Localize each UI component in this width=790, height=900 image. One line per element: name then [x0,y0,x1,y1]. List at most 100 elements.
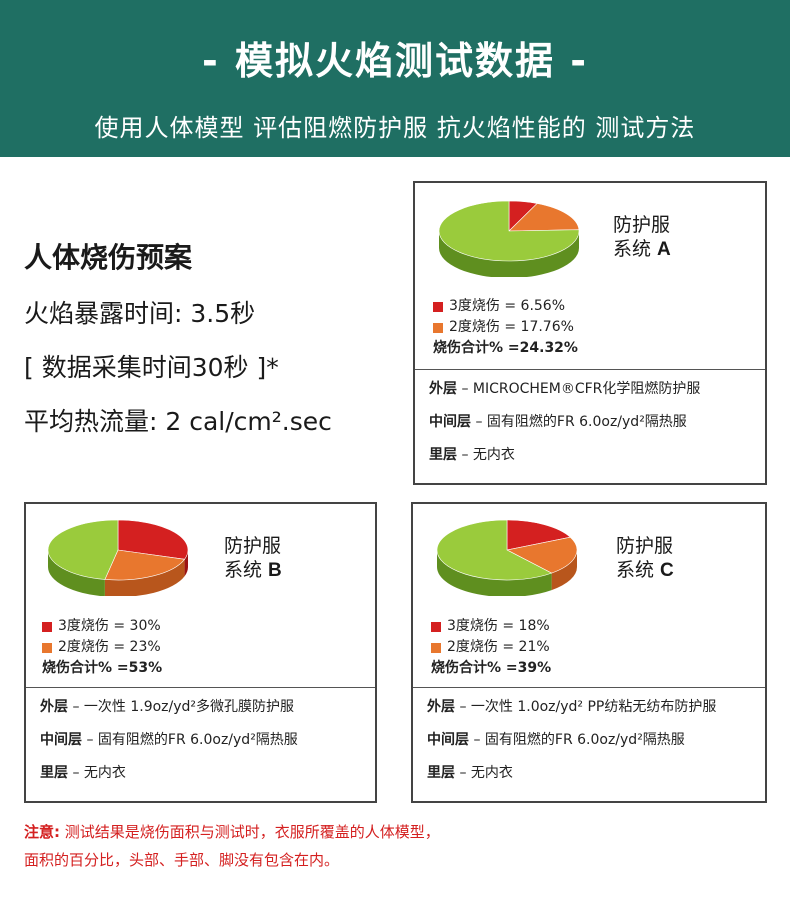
total-label: 烧伤合计% = [433,340,520,356]
layer-desc: – 一次性 1.9oz/yd²多微孔膜防护服 [68,699,295,715]
orange-swatch [431,642,441,653]
layer-name: 中间层 [427,732,469,748]
note-line-1: 测试结果是烧伤面积与测试时，衣服所覆盖的人体模型， [60,823,440,841]
legend-second-degree: 2度烧伤 = 17.76% [433,317,578,338]
total-label: 烧伤合计% = [431,660,518,676]
burn-total: 烧伤合计% = 24.32% [433,338,578,359]
layer-desc: – MICROCHEM®CFR化学阻燃防护服 [457,381,701,397]
page-title: - 模拟火焰测试数据 - [201,39,588,83]
layer-name: 外层 [427,699,455,715]
panel-system-b: 防护服 系统 B 3度烧伤 = 30% 2度烧伤 = 23% 烧伤合计% = 5… [24,502,377,803]
system-title: 防护服 [613,214,671,236]
slice-third-degree-side [184,550,188,577]
legend-third-degree: 3度烧伤 = 6.56% [433,296,578,317]
total-value: 39% [517,660,552,676]
slice-unburned [47,519,119,580]
burn-scenario: 人体烧伤预案 火焰暴露时间: 3.5秒 [ 数据采集时间30秒 ]* 平均热流量… [24,236,332,438]
layer-name: 外层 [40,699,68,715]
system-label: 防护服 系统 C [616,534,674,583]
legend-label: 2度烧伤 = 21% [447,639,550,655]
layer-desc: – 无内衣 [455,765,513,781]
pie-chart-system-c [436,519,578,596]
slice-third-degree [506,519,571,551]
slice-unburned-side [437,550,552,596]
layer-outer: 外层 – 一次性 1.0oz/yd² PP纺粘无纺布防护服 [427,691,716,724]
system-label: 防护服 系统 A [613,213,671,262]
layer-middle: 中间层 – 固有阻燃的FR 6.0oz/yd²隔热服 [40,724,298,757]
legend-third-degree: 3度烧伤 = 18% [431,616,551,637]
slice-second-degree [508,203,580,232]
layer-inner: 里层 – 无内衣 [427,757,716,790]
divider [413,687,765,688]
slice-second-degree [506,536,578,574]
slice-unburned-side [439,231,579,277]
page-subtitle: 使用人体模型 评估阻燃防护服 抗火焰性能的 测试方法 [94,114,696,142]
layer-name: 中间层 [40,732,82,748]
heat-flux: 平均热流量: 2 cal/cm².sec [24,407,332,436]
system-title: 防护服 [616,535,674,557]
legend-third-degree: 3度烧伤 = 30% [42,616,162,637]
slice-second-degree [104,549,186,581]
divider [415,369,765,370]
legend-label: 2度烧伤 = 17.76% [449,319,574,335]
layer-middle: 中间层 – 固有阻燃的FR 6.0oz/yd²隔热服 [429,406,700,439]
divider [26,687,375,688]
layer-name: 中间层 [429,414,471,430]
layer-desc: – 固有阻燃的FR 6.0oz/yd²隔热服 [471,414,687,430]
panel-system-c: 防护服 系统 C 3度烧伤 = 18% 2度烧伤 = 21% 烧伤合计% = 3… [411,502,767,803]
red-swatch [431,621,441,632]
layer-inner: 里层 – 无内衣 [429,439,700,472]
layer-name: 里层 [429,447,457,463]
legend-label: 3度烧伤 = 6.56% [449,298,566,314]
layer-middle: 中间层 – 固有阻燃的FR 6.0oz/yd²隔热服 [427,724,716,757]
slice-second-degree-side [551,550,577,591]
layer-desc: – 固有阻燃的FR 6.0oz/yd²隔热服 [469,732,685,748]
system-prefix: 系统 [616,559,661,581]
burn-total: 烧伤合计% = 39% [431,658,551,679]
slice-unburned-side [48,550,105,596]
slice-unburned [438,200,580,262]
layer-outer: 外层 – 一次性 1.9oz/yd²多微孔膜防护服 [40,691,298,724]
system-letter: C [660,560,674,581]
slice-unburned [436,519,553,581]
legend-label: 3度烧伤 = 18% [447,618,550,634]
legend-label: 2度烧伤 = 23% [58,639,161,655]
total-value: 53% [128,660,163,676]
layer-name: 外层 [429,381,457,397]
layer-desc: – 无内衣 [68,765,126,781]
note-line-2: 面积的百分比，头部、手部、脚没有包含在内。 [24,851,340,869]
burn-total: 烧伤合计% = 53% [42,658,162,679]
layer-desc: – 无内衣 [457,447,515,463]
system-label: 防护服 系统 B [224,534,282,583]
legend-second-degree: 2度烧伤 = 21% [431,637,551,658]
pie-chart-system-a [438,200,580,277]
layer-name: 里层 [427,765,455,781]
pie-legend: 3度烧伤 = 30% 2度烧伤 = 23% 烧伤合计% = 53% [42,616,162,679]
exposure-time: 火焰暴露时间: 3.5秒 [24,299,256,328]
total-label: 烧伤合计% = [42,660,129,676]
pie-legend: 3度烧伤 = 18% 2度烧伤 = 21% 烧伤合计% = 39% [431,616,551,679]
system-letter: B [268,560,282,581]
layer-inner: 里层 – 无内衣 [40,757,298,790]
total-value: 24.32% [519,340,578,356]
orange-swatch [42,642,52,653]
system-letter: A [657,239,671,260]
red-swatch [42,621,52,632]
system-prefix: 系统 [224,559,269,581]
panel-system-a: 防护服 系统 A 3度烧伤 = 6.56% 2度烧伤 = 17.76% 烧伤合计… [413,181,767,485]
layer-desc: – 一次性 1.0oz/yd² PP纺粘无纺布防护服 [455,699,717,715]
layer-list: 外层 – 一次性 1.0oz/yd² PP纺粘无纺布防护服 中间层 – 固有阻燃… [427,691,716,790]
collection-time: [ 数据采集时间30秒 ]* [24,353,279,382]
layer-outer: 外层 – MICROCHEM®CFR化学阻燃防护服 [429,373,700,406]
legend-label: 3度烧伤 = 30% [58,618,161,634]
header-banner: - 模拟火焰测试数据 - 使用人体模型 评估阻燃防护服 抗火焰性能的 测试方法 [0,0,790,157]
footnote: 注意: 测试结果是烧伤面积与测试时，衣服所覆盖的人体模型， 面积的百分比，头部、… [24,818,440,874]
scenario-title: 人体烧伤预案 [24,241,193,274]
pie-chart-system-b [47,519,189,596]
system-prefix: 系统 [613,238,658,260]
slice-third-degree [117,519,189,560]
layer-list: 外层 – 一次性 1.9oz/yd²多微孔膜防护服 中间层 – 固有阻燃的FR … [40,691,298,790]
layer-name: 里层 [40,765,68,781]
layer-list: 外层 – MICROCHEM®CFR化学阻燃防护服 中间层 – 固有阻燃的FR … [429,373,700,472]
orange-swatch [433,322,443,333]
